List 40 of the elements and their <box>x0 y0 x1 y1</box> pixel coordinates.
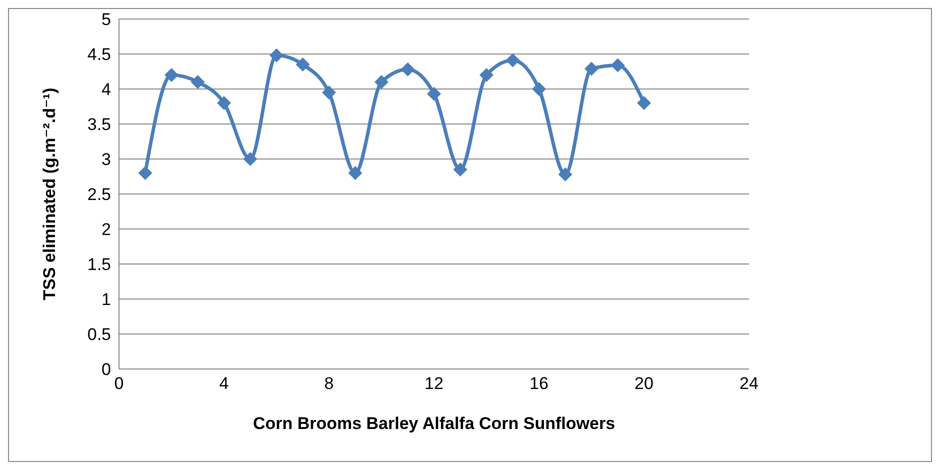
x-tick-label: 20 <box>634 374 654 394</box>
point <box>217 96 231 110</box>
x-tick-label: 8 <box>324 374 334 394</box>
x-tick-label: 16 <box>530 374 548 394</box>
point <box>164 68 178 82</box>
y-tick-label: 1.5 <box>87 255 111 274</box>
y-tick-label: 2 <box>102 220 111 240</box>
x-tick-label: 12 <box>424 374 444 394</box>
y-tick-label: 4 <box>102 80 111 100</box>
y-tick-label: 2.5 <box>87 185 111 204</box>
point <box>637 96 651 110</box>
point <box>453 162 468 176</box>
point <box>348 166 362 180</box>
y-tick-label: 1 <box>102 290 111 310</box>
x-tick-label: 4 <box>219 374 229 394</box>
x-axis-title: Corn Brooms Barley Alfalfa Corn Sunflowers <box>252 414 616 433</box>
point <box>400 62 415 76</box>
point <box>374 75 388 89</box>
y-tick-label: 0 <box>102 360 111 380</box>
point <box>427 86 441 101</box>
point <box>506 53 520 68</box>
y-tick-label: 3.5 <box>87 115 111 134</box>
point <box>138 166 152 180</box>
y-tick-label: 3 <box>102 150 111 170</box>
y-tick-label: 5 <box>102 10 111 30</box>
y-tick-label: 4.5 <box>87 45 111 64</box>
point <box>270 48 284 62</box>
point <box>480 68 494 82</box>
x-tick-label: 24 <box>740 374 758 394</box>
point <box>584 62 598 76</box>
x-tick-label: 0 <box>114 374 124 394</box>
point <box>243 152 258 166</box>
y-axis-title: TSS eliminated (g.m⁻².d⁻¹) <box>40 88 60 300</box>
point <box>610 58 625 72</box>
point <box>532 82 546 96</box>
point <box>296 58 310 72</box>
point <box>190 75 205 89</box>
point <box>322 86 336 100</box>
point <box>558 167 572 182</box>
y-tick-label: 0.5 <box>87 325 111 344</box>
